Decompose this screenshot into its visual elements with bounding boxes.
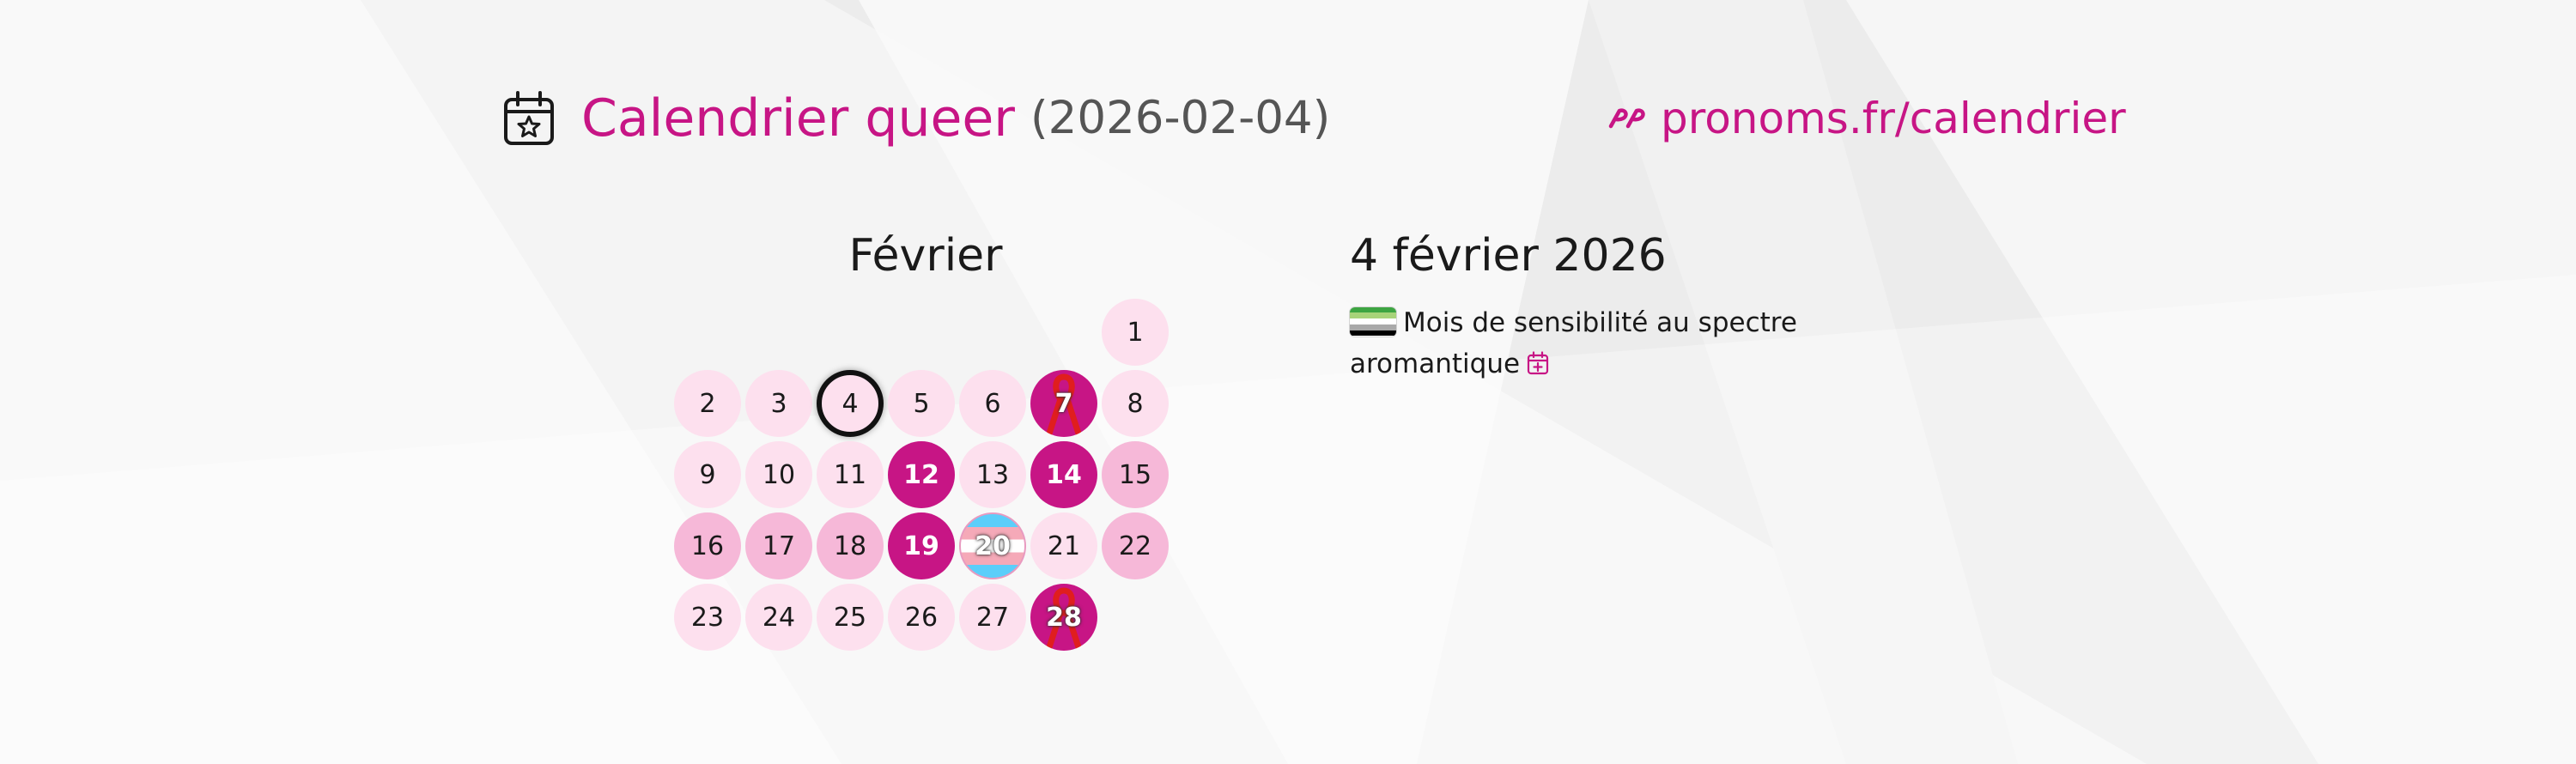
calendar-day[interactable]: 27	[959, 584, 1026, 651]
calendar-day-number: 11	[833, 459, 867, 490]
calendar-day[interactable]: 13	[959, 441, 1026, 508]
calendar-day[interactable]: 26	[888, 584, 955, 651]
calendar-day-number: 3	[770, 388, 787, 419]
aromantic-flag-icon	[1350, 306, 1396, 337]
calendar-day[interactable]: 28	[1030, 584, 1097, 651]
calendar-day-number: 5	[913, 388, 930, 419]
calendar-day-number: 4	[841, 388, 859, 419]
calendar-day[interactable]: 21	[1030, 512, 1097, 579]
page-date: (2026-02-04)	[1030, 92, 1331, 144]
calendar-day[interactable]: 9	[674, 441, 741, 508]
calendar-day-number: 16	[690, 531, 725, 561]
event-text: Mois de sensibilité au spectre aromantiq…	[1350, 307, 1797, 379]
flag-stripe	[1350, 318, 1396, 324]
calendar-day-number: 9	[699, 459, 716, 490]
calendar-day-number: 6	[984, 388, 1001, 419]
selected-date-title: 4 février 2026	[1350, 230, 1667, 282]
site-link-container: pronoms.fr/calendrier	[1607, 84, 2126, 153]
calendar-day-number: 25	[833, 602, 867, 633]
calendar-plus-icon[interactable]	[1527, 350, 1549, 375]
month-title: Février	[848, 230, 1003, 282]
site-link[interactable]: pronoms.fr/calendrier	[1661, 94, 2126, 143]
calendar-day[interactable]: 25	[817, 584, 884, 651]
flag-stripe	[1350, 324, 1396, 330]
calendar-day[interactable]: 11	[817, 441, 884, 508]
calendar-day-number: 8	[1127, 388, 1144, 419]
calendar-day[interactable]: 24	[745, 584, 812, 651]
calendar-day[interactable]: 22	[1102, 512, 1169, 579]
calendar-day-number: 26	[904, 602, 939, 633]
calendar-day[interactable]: 7	[1030, 370, 1097, 437]
calendar-day-number: 20	[975, 531, 1011, 561]
calendar-day[interactable]: 23	[674, 584, 741, 651]
calendar-day-number: 28	[1046, 602, 1082, 633]
calendar-day[interactable]: 6	[959, 370, 1026, 437]
calendar-day-number: 1	[1127, 317, 1144, 348]
calendar-day-number: 23	[690, 602, 725, 633]
calendar-day-number: 22	[1118, 531, 1152, 561]
calendar-day-number: 19	[903, 531, 939, 561]
event-item: Mois de sensibilité au spectre aromantiq…	[1350, 302, 1831, 385]
calendar-day-number: 27	[975, 602, 1010, 633]
calendar-day-number: 24	[762, 602, 796, 633]
calendar-day-number: 13	[975, 459, 1010, 490]
calendar-day-number: 7	[1054, 388, 1073, 419]
calendar-day[interactable]: 17	[745, 512, 812, 579]
calendar-grid: 1 2 3 4 5 6 7 8 9 10 11 12 13 14 15 16 17 18 19 20 21 22 23 24 2…	[674, 299, 1176, 659]
calendar-day[interactable]: 20	[959, 512, 1026, 579]
calendar-day-number: 17	[762, 531, 796, 561]
calendar-day[interactable]: 12	[888, 441, 955, 508]
calendar-day-number: 15	[1118, 459, 1152, 490]
calendar-day[interactable]: 18	[817, 512, 884, 579]
calendar-day[interactable]: 5	[888, 370, 955, 437]
calendar-day[interactable]: 10	[745, 441, 812, 508]
red-ribbon-icon	[1046, 587, 1082, 651]
calendar-day[interactable]: 3	[745, 370, 812, 437]
flag-stripe	[1350, 312, 1396, 319]
red-ribbon-icon	[1046, 373, 1082, 437]
calendar-day[interactable]: 1	[1102, 299, 1169, 366]
calendar-day[interactable]: 8	[1102, 370, 1169, 437]
calendar-day-number: 10	[762, 459, 796, 490]
calendar-day[interactable]: 16	[674, 512, 741, 579]
calendar-day[interactable]: 4	[817, 370, 884, 437]
calendar-day-number: 14	[1046, 459, 1082, 490]
calendar-day-number: 12	[903, 459, 939, 490]
calendar-day-number: 2	[699, 388, 716, 419]
page-title: Calendrier queer	[581, 88, 1015, 149]
calendar-day-number: 18	[833, 531, 867, 561]
calendar-day[interactable]: 14	[1030, 441, 1097, 508]
pronoms-logo-icon	[1608, 108, 1645, 129]
calendar-day[interactable]: 19	[888, 512, 955, 579]
calendar-day-number: 21	[1047, 531, 1081, 561]
flag-stripe	[1350, 306, 1396, 313]
calendar-day[interactable]: 2	[674, 370, 741, 437]
page-header: Calendrier queer (2026-02-04)	[502, 84, 1330, 153]
flag-stripe	[1350, 330, 1396, 337]
calendar-star-icon	[504, 91, 554, 145]
calendar-day[interactable]: 15	[1102, 441, 1169, 508]
